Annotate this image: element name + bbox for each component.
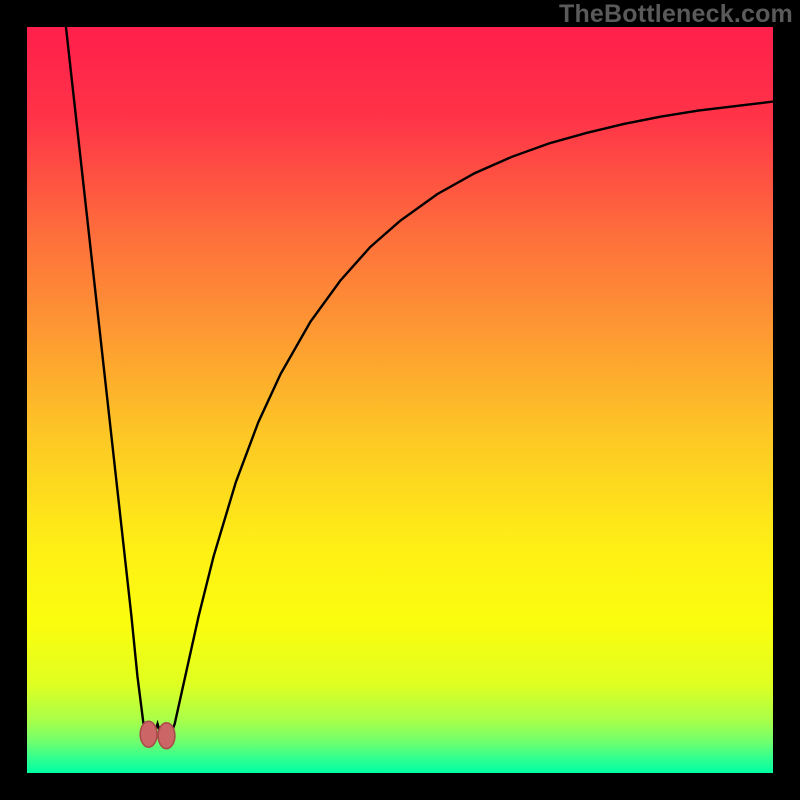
- valley-marker: [158, 723, 175, 749]
- stage: TheBottleneck.com: [0, 0, 800, 800]
- valley-marker: [140, 721, 157, 747]
- plot-area: [27, 27, 773, 773]
- watermark-label: TheBottleneck.com: [559, 0, 793, 29]
- curve-layer: [27, 27, 773, 773]
- bottleneck-curve: [64, 27, 773, 742]
